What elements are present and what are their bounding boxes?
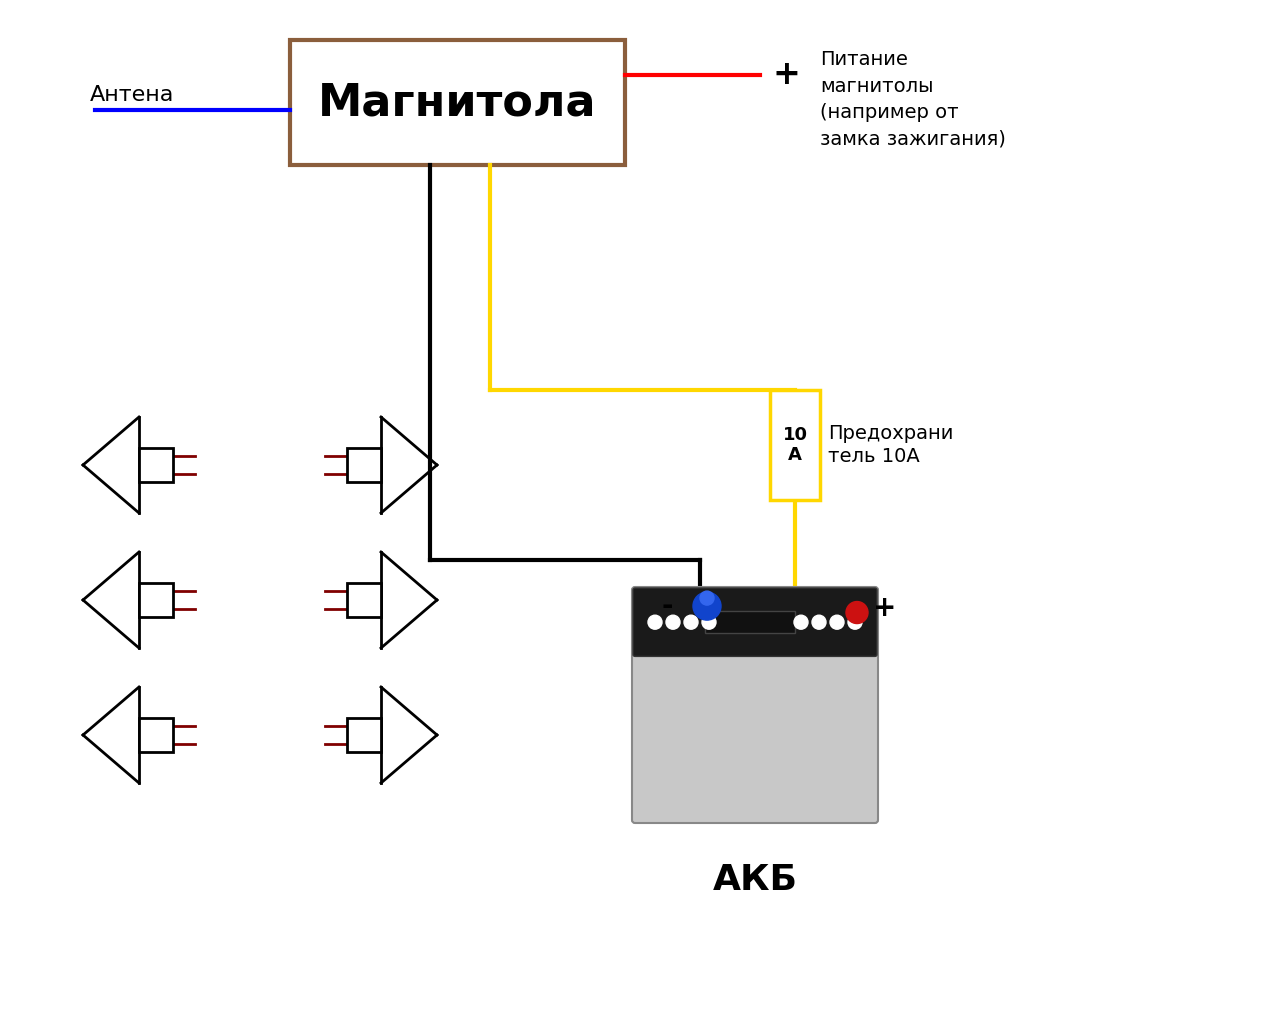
Circle shape bbox=[829, 615, 844, 629]
Bar bbox=[771, 390, 820, 500]
Bar bbox=[347, 584, 381, 616]
Text: Магнитола: Магнитола bbox=[319, 81, 596, 124]
Text: АКБ: АКБ bbox=[713, 863, 797, 897]
Bar bbox=[347, 449, 381, 482]
Text: +: + bbox=[873, 594, 897, 622]
Circle shape bbox=[846, 601, 868, 624]
Circle shape bbox=[648, 615, 662, 629]
Text: Питание
магнитолы
(например от
замка зажигания): Питание магнитолы (например от замка заж… bbox=[820, 50, 1006, 148]
Circle shape bbox=[692, 592, 721, 621]
FancyBboxPatch shape bbox=[291, 40, 625, 165]
Text: Антена: Антена bbox=[90, 85, 174, 105]
Bar bbox=[347, 718, 381, 752]
Circle shape bbox=[701, 615, 716, 629]
Circle shape bbox=[700, 591, 714, 605]
Bar bbox=[140, 584, 173, 616]
Circle shape bbox=[794, 615, 808, 629]
Text: 10
А: 10 А bbox=[782, 426, 808, 465]
Bar bbox=[140, 449, 173, 482]
Text: Предохрани
тель 10А: Предохрани тель 10А bbox=[828, 424, 954, 466]
Circle shape bbox=[666, 615, 680, 629]
Bar bbox=[705, 611, 795, 633]
FancyBboxPatch shape bbox=[634, 588, 877, 656]
Circle shape bbox=[812, 615, 826, 629]
Circle shape bbox=[684, 615, 698, 629]
Bar bbox=[140, 718, 173, 752]
FancyBboxPatch shape bbox=[632, 587, 878, 823]
Text: +: + bbox=[772, 58, 800, 91]
Text: -: - bbox=[662, 592, 673, 621]
Circle shape bbox=[849, 615, 861, 629]
